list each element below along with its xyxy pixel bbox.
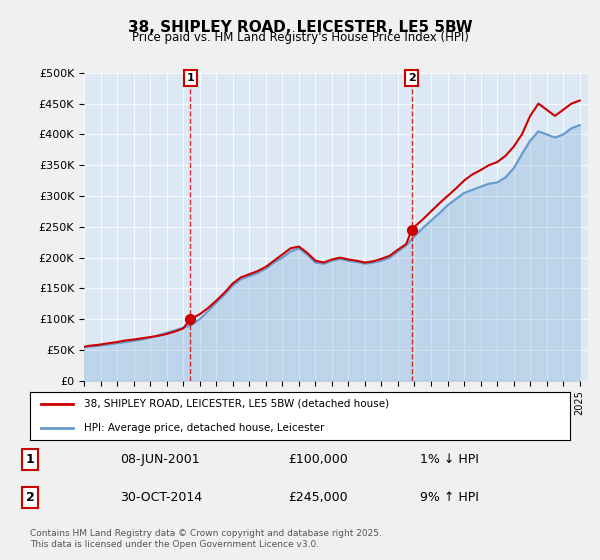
Text: 08-JUN-2001: 08-JUN-2001	[120, 453, 200, 466]
Text: 1: 1	[26, 453, 34, 466]
Text: 1: 1	[187, 73, 194, 83]
Text: HPI: Average price, detached house, Leicester: HPI: Average price, detached house, Leic…	[84, 423, 325, 433]
Text: 2: 2	[408, 73, 416, 83]
Text: Contains HM Land Registry data © Crown copyright and database right 2025.
This d: Contains HM Land Registry data © Crown c…	[30, 529, 382, 549]
Text: 1% ↓ HPI: 1% ↓ HPI	[420, 453, 479, 466]
Text: Price paid vs. HM Land Registry's House Price Index (HPI): Price paid vs. HM Land Registry's House …	[131, 31, 469, 44]
Text: 38, SHIPLEY ROAD, LEICESTER, LE5 5BW: 38, SHIPLEY ROAD, LEICESTER, LE5 5BW	[128, 20, 472, 35]
Text: 9% ↑ HPI: 9% ↑ HPI	[420, 491, 479, 504]
Text: £100,000: £100,000	[288, 453, 348, 466]
Text: £245,000: £245,000	[288, 491, 347, 504]
Text: 30-OCT-2014: 30-OCT-2014	[120, 491, 202, 504]
Text: 2: 2	[26, 491, 34, 504]
Text: 38, SHIPLEY ROAD, LEICESTER, LE5 5BW (detached house): 38, SHIPLEY ROAD, LEICESTER, LE5 5BW (de…	[84, 399, 389, 409]
